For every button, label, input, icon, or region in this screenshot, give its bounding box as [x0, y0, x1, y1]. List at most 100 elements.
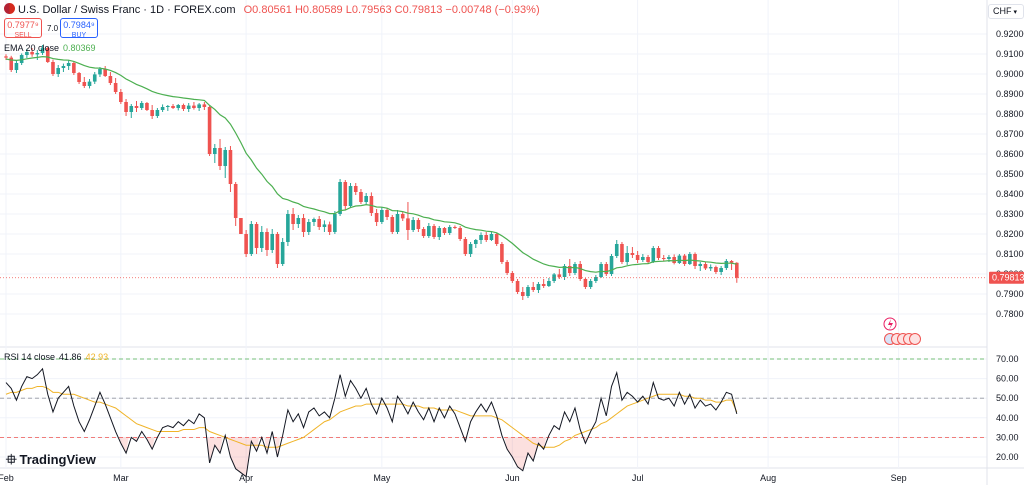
rsi-oversold-area: [118, 437, 129, 454]
rsi-lines: [5, 367, 738, 478]
candle-body: [265, 232, 269, 250]
rsi-legend-value: 41.86: [59, 352, 82, 362]
symbol-title[interactable]: U.S. Dollar / Swiss Franc · 1D · FOREX.c…: [18, 4, 236, 16]
candle-body: [520, 292, 525, 296]
candle-body: [353, 186, 358, 192]
sell-button[interactable]: 0.7977⁹ SELL: [4, 18, 42, 39]
candle-body: [40, 48, 45, 53]
candle-body: [176, 105, 181, 108]
currency-label: CHF: [993, 6, 1012, 16]
sell-price: 0.7977⁹: [7, 20, 39, 30]
candle-body: [202, 104, 207, 107]
candle-body: [150, 110, 154, 116]
candle-body: [505, 262, 509, 273]
candle-body: [129, 106, 134, 112]
candle-body: [630, 253, 635, 255]
lightning-bolt-shape: [888, 319, 893, 330]
candle-body: [218, 148, 222, 166]
symbol-header: U.S. Dollar / Swiss Franc · 1D · FOREX.c…: [4, 3, 540, 16]
currency-selector[interactable]: CHF ▾: [988, 4, 1024, 19]
candle-body: [588, 281, 593, 287]
candle-body: [82, 82, 87, 86]
candle-body: [155, 110, 160, 116]
last-price-box: [989, 271, 1024, 284]
candle-body: [327, 224, 332, 232]
brand-name: TradingView: [19, 452, 96, 467]
candle-body: [567, 266, 572, 273]
candle-body: [77, 73, 81, 82]
candle-body: [160, 107, 165, 110]
candle-body: [515, 281, 520, 292]
candle-body: [463, 239, 468, 254]
candle-body: [66, 63, 71, 66]
candle-body: [562, 266, 567, 277]
candle-body: [724, 261, 729, 268]
candle-body: [526, 287, 530, 296]
candle-body: [458, 228, 462, 239]
candle-body: [139, 103, 144, 108]
candle-body: [312, 219, 316, 222]
candle-body: [322, 224, 327, 227]
tradingview-logo-icon: ⯐: [6, 451, 17, 467]
candle-body: [259, 232, 264, 248]
event-markers[interactable]: [883, 317, 921, 345]
time-tick-label: Mar: [113, 473, 129, 483]
candle-body: [239, 218, 243, 234]
candle-body: [275, 234, 280, 264]
candle-body: [432, 226, 436, 237]
rsi-tick-label: 60.00: [996, 374, 1019, 384]
time-axis[interactable]: Feb Mar Apr May Jun Jul Aug Sep: [0, 473, 907, 483]
time-tick-label: Jul: [632, 473, 644, 483]
tradingview-logo[interactable]: ⯐ TradingView: [6, 449, 96, 473]
candle-body: [489, 234, 494, 240]
candle-body: [531, 287, 536, 290]
rsi-polyline: [5, 367, 738, 478]
candle-body: [9, 57, 14, 70]
candle-body: [672, 257, 676, 263]
ema-legend[interactable]: EMA 20 close 0.80369: [4, 43, 96, 53]
candle-body: [35, 53, 40, 55]
candle-body: [703, 264, 708, 269]
candle-body: [254, 224, 259, 248]
candle-body: [641, 257, 645, 260]
time-tick-label: Sep: [891, 473, 907, 483]
rsi-legend[interactable]: RSI 14 close 41.86 42.93: [4, 352, 108, 362]
candle-body: [291, 214, 295, 224]
candle-body: [406, 218, 410, 230]
candle-body: [333, 214, 337, 232]
candle-body: [207, 107, 212, 154]
candle-body: [364, 196, 368, 202]
candle-body: [468, 244, 473, 254]
candle-body: [421, 229, 426, 236]
candle-body: [374, 213, 379, 222]
rsi-oversold-area: [504, 437, 547, 471]
candle-body: [359, 192, 363, 202]
candle-body: [25, 52, 29, 55]
candle-body: [197, 104, 201, 108]
candle-body: [661, 258, 666, 259]
buy-button[interactable]: 0.7984⁹ BUY: [60, 18, 98, 39]
candle-body: [249, 224, 254, 254]
time-tick-label: Apr: [239, 473, 253, 483]
rsi-oversold-area: [264, 437, 270, 454]
candle-body: [45, 48, 50, 62]
candle-body: [719, 268, 723, 272]
rsi-ma-legend-value: 42.93: [85, 352, 109, 362]
candle-body: [599, 264, 603, 277]
candle-body: [484, 235, 489, 240]
rsi-tick-label: 70.00: [996, 354, 1019, 364]
candle-body: [87, 81, 92, 86]
candle-body: [145, 103, 149, 110]
candle-body: [51, 62, 55, 74]
candle-body: [583, 279, 588, 287]
candle-body: [708, 267, 713, 269]
rsi-oversold-area: [227, 437, 260, 477]
candle-body: [656, 248, 661, 258]
candle-body: [301, 218, 306, 232]
candlestick-series: [0, 45, 987, 300]
candle-body: [604, 264, 609, 274]
